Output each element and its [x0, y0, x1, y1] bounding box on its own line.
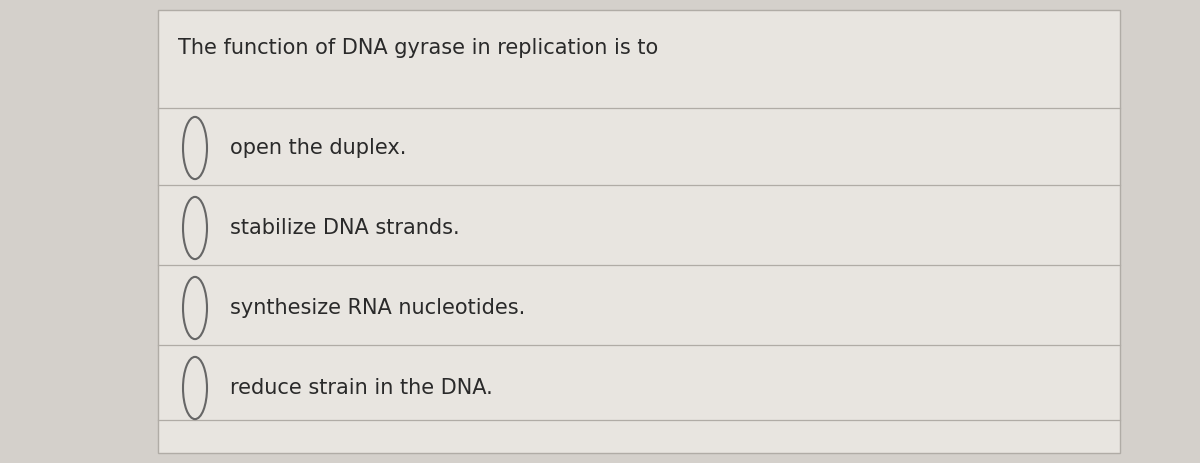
- Text: reduce strain in the DNA.: reduce strain in the DNA.: [230, 378, 493, 398]
- Ellipse shape: [182, 197, 208, 259]
- Text: stabilize DNA strands.: stabilize DNA strands.: [230, 218, 460, 238]
- Bar: [158, 10, 1120, 453]
- Ellipse shape: [182, 117, 208, 179]
- Text: The function of DNA gyrase in replication is to: The function of DNA gyrase in replicatio…: [178, 38, 659, 58]
- Text: synthesize RNA nucleotides.: synthesize RNA nucleotides.: [230, 298, 526, 318]
- Ellipse shape: [182, 277, 208, 339]
- Ellipse shape: [182, 357, 208, 419]
- Text: open the duplex.: open the duplex.: [230, 138, 407, 158]
